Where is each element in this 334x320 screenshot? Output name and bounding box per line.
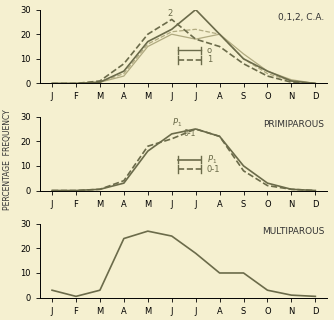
- Text: 0,1,2, C.A.: 0,1,2, C.A.: [278, 13, 324, 22]
- Text: 0-1: 0-1: [184, 129, 196, 138]
- Text: 0-1: 0-1: [207, 164, 220, 174]
- Text: $P_1$: $P_1$: [172, 116, 182, 129]
- Text: $P_1$: $P_1$: [207, 153, 217, 166]
- Text: 2: 2: [167, 9, 172, 18]
- Text: 1: 1: [207, 55, 212, 64]
- Text: MULTIPAROUS: MULTIPAROUS: [262, 228, 324, 236]
- Text: o: o: [207, 46, 212, 55]
- Text: PERCENTAGE  FREQUENCY: PERCENTAGE FREQUENCY: [3, 110, 12, 210]
- Text: PRIMIPAROUS: PRIMIPAROUS: [264, 120, 324, 129]
